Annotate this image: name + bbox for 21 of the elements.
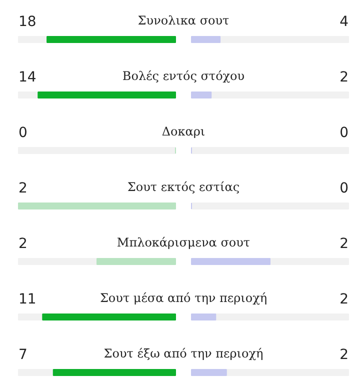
category-label: Μπλοκάρισμενα σουτ [116,236,250,250]
data-label: 4 [340,14,349,30]
category-label: Σουτ έξω από την περιοχή [104,346,264,360]
data-label: 0 [340,180,349,196]
data-label: 2 [340,236,349,252]
category-label: Σουτ μέσα από την περιοχή [100,291,268,305]
category-label: Σουτ εκτός εστίας [127,180,240,194]
data-label: 2 [340,347,349,363]
data-label: 0 [18,125,28,141]
data-label: 14 [18,70,36,86]
data-label: 11 [18,292,36,308]
data-label: 18 [18,14,36,30]
category-label: Συνολικα σουτ [138,14,230,28]
data-label: 2 [18,180,28,196]
data-label: 2 [18,236,28,252]
category-label: Δοκαρι [162,124,206,138]
data-label: 2 [340,70,349,86]
data-label: 0 [340,125,349,141]
category-label: Βολές εντός στόχου [122,69,245,83]
data-label: 2 [340,292,349,308]
data-label: 7 [18,347,28,363]
